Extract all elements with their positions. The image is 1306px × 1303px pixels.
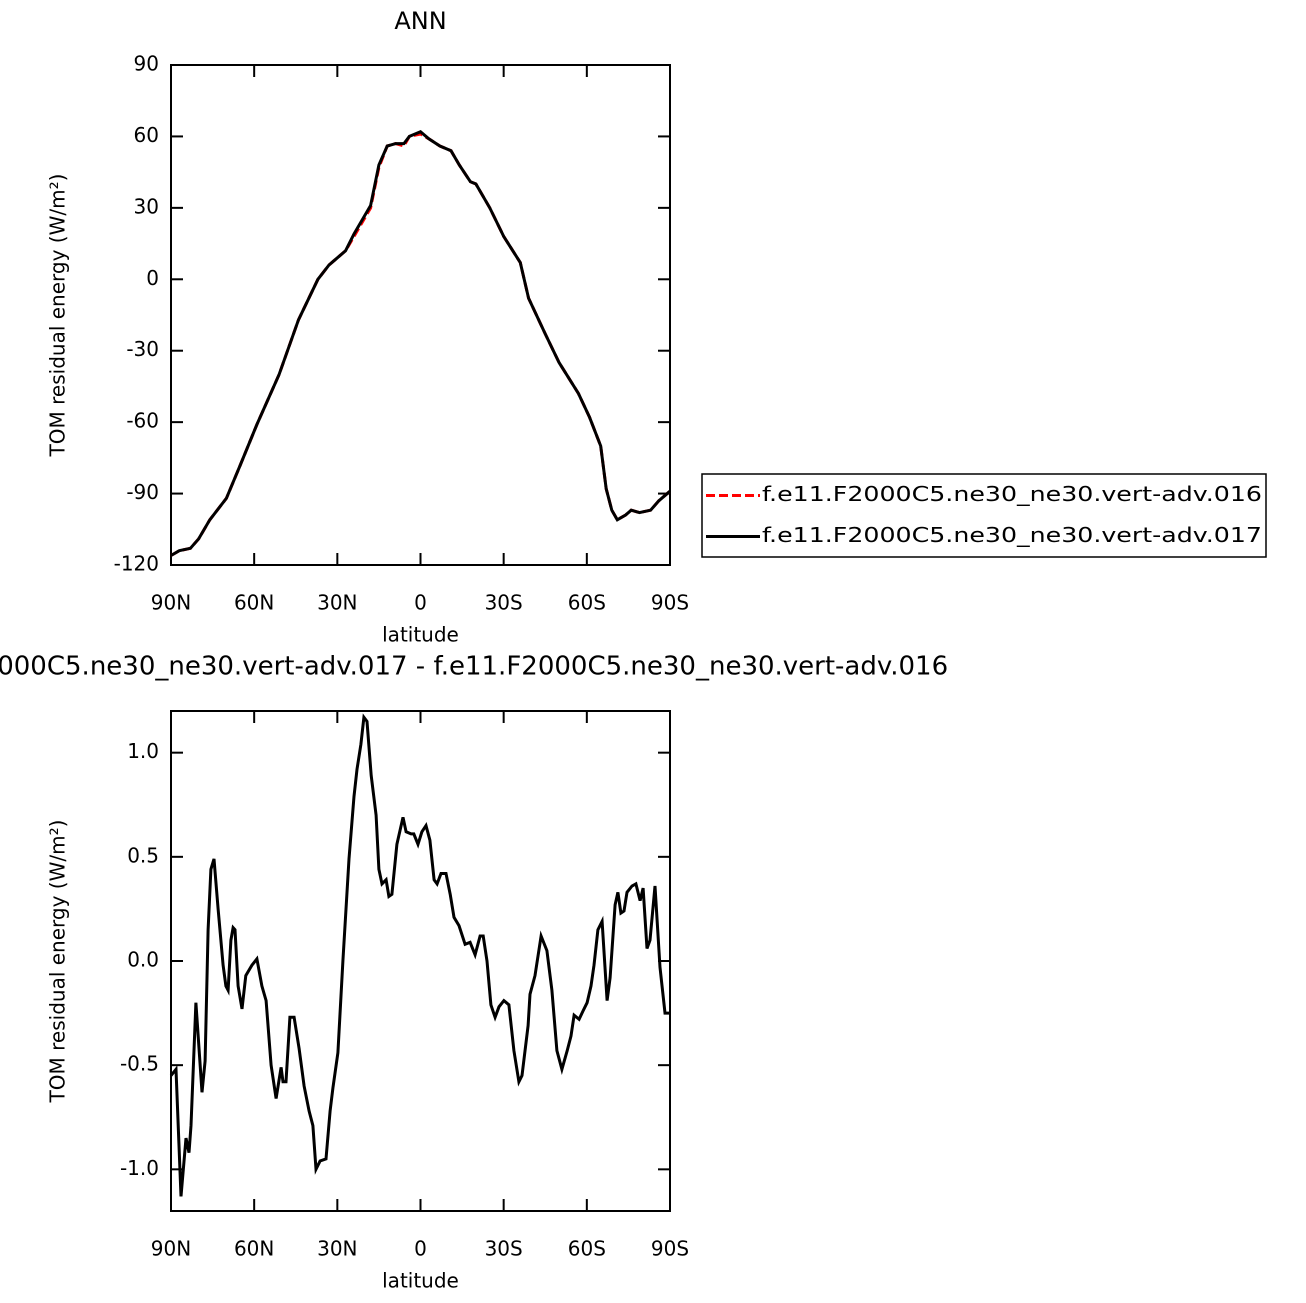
y-tick-label: -60 — [126, 409, 159, 433]
x-tick-label: 90N — [151, 1237, 191, 1261]
chart-title: f.e11.F2000C5.ne30_ne30.vert-adv.017 - f… — [0, 652, 948, 682]
y-tick-label: -1.0 — [120, 1156, 159, 1180]
data-line — [170, 129, 671, 557]
y-axis-label: TOM residual energy (W/m²) — [46, 820, 70, 1104]
y-tick-label: -30 — [126, 337, 159, 361]
y-tick-label: 0.5 — [127, 843, 159, 867]
x-tick-label: 30N — [317, 1237, 357, 1261]
x-axis-label: latitude — [382, 1269, 459, 1293]
x-tick-label: 60N — [234, 1237, 274, 1261]
data-line — [169, 713, 670, 1197]
plot-frame — [170, 64, 671, 566]
y-tick-label: -120 — [114, 552, 159, 576]
y-tick-label: -90 — [126, 480, 159, 504]
x-tick-label: 0 — [414, 591, 427, 615]
y-tick-label: 0.0 — [127, 948, 159, 972]
x-tick-label: 0 — [414, 1237, 427, 1261]
y-tick-label: 90 — [134, 52, 159, 76]
x-tick-label: 60S — [568, 591, 606, 615]
y-axis-label: TOM residual energy (W/m²) — [46, 174, 70, 458]
legend-label: f.e11.F2000C5.ne30_ne30.vert-adv.017 — [762, 523, 1262, 547]
legend-label: f.e11.F2000C5.ne30_ne30.vert-adv.016 — [762, 482, 1262, 506]
y-tick-label: -0.5 — [120, 1052, 159, 1076]
x-tick-label: 30N — [317, 591, 357, 615]
y-tick-label: 1.0 — [127, 739, 159, 763]
y-tick-label: 0 — [146, 266, 159, 290]
x-tick-label: 30S — [485, 591, 523, 615]
y-tick-label: 30 — [134, 194, 159, 218]
x-tick-label: 90N — [151, 591, 191, 615]
y-tick-label: 60 — [134, 123, 159, 147]
x-tick-label: 90S — [651, 591, 689, 615]
legend-box — [701, 473, 1267, 558]
data-line — [170, 132, 671, 557]
x-tick-label: 60N — [234, 591, 274, 615]
chart-title: ANN — [394, 7, 446, 35]
x-tick-label: 60S — [568, 1237, 606, 1261]
x-tick-label: 90S — [651, 1237, 689, 1261]
x-tick-label: 30S — [485, 1237, 523, 1261]
x-axis-label: latitude — [382, 623, 459, 647]
